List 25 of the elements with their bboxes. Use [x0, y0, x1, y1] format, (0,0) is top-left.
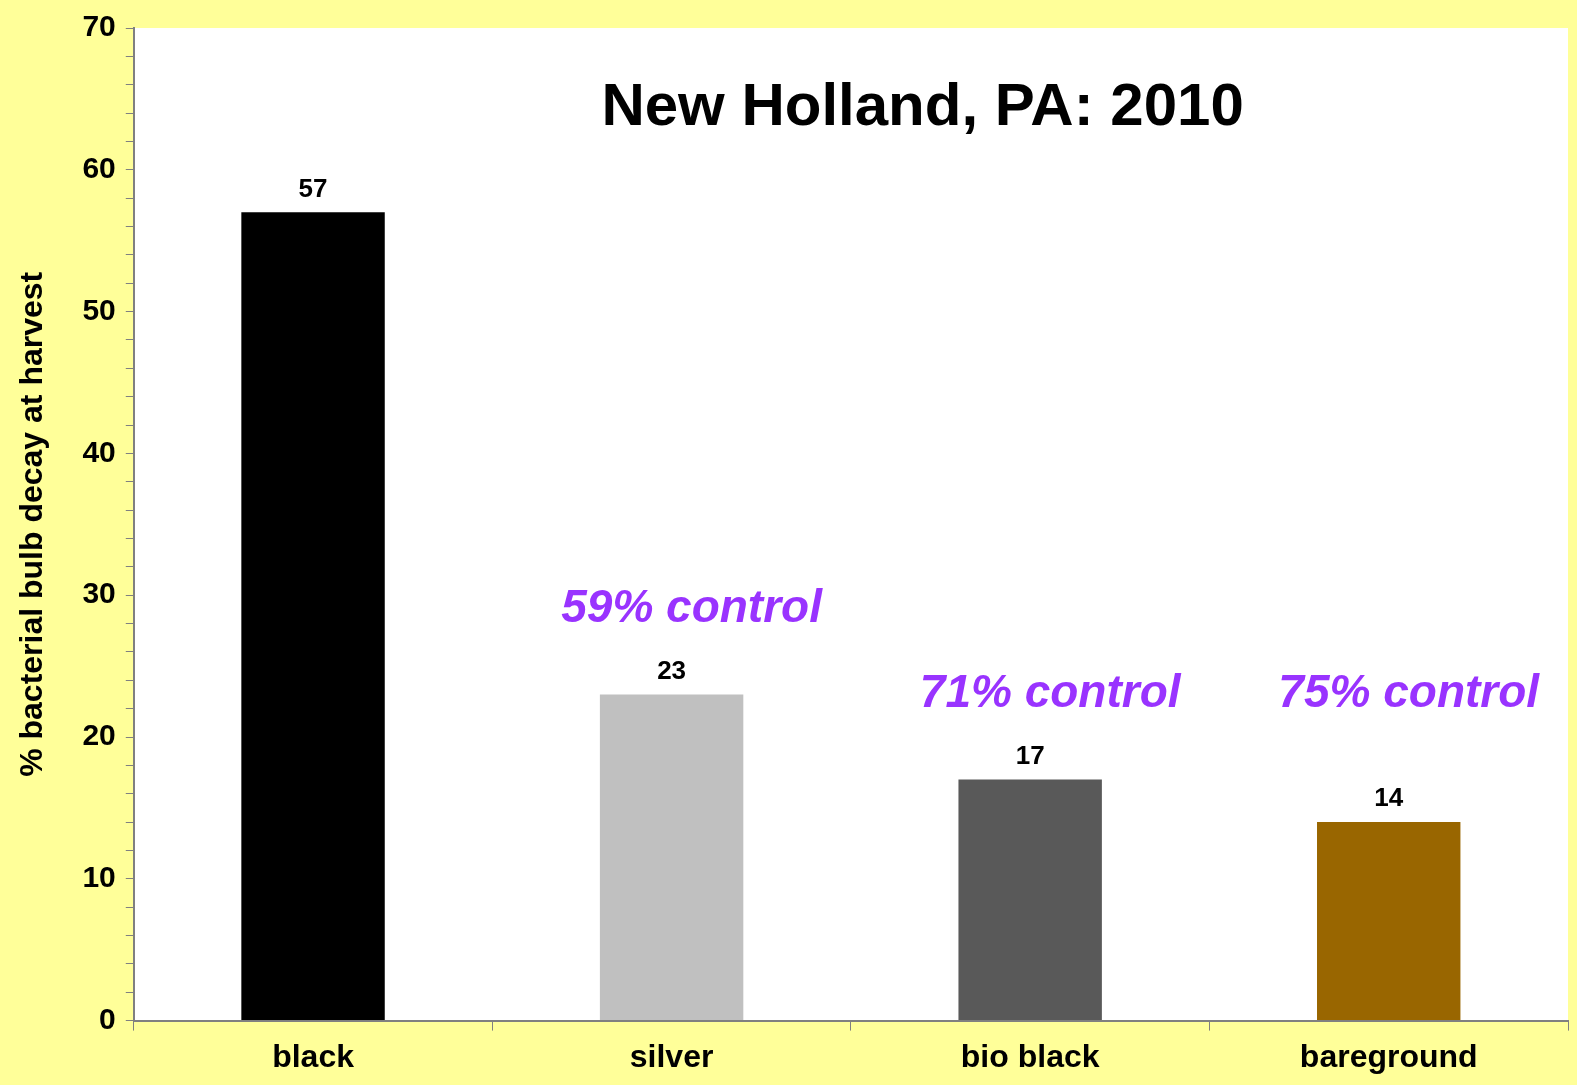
y-tick-label: 20 [82, 718, 116, 752]
y-axis-title: % bacterial bulb decay at harvest [13, 271, 50, 777]
y-tick-label: 30 [82, 576, 116, 610]
annotation: 71% control [919, 665, 1182, 718]
y-tick-label: 60 [82, 151, 116, 185]
data-label: 57 [298, 172, 328, 203]
y-tick-label: 70 [82, 9, 116, 43]
bar [241, 212, 385, 1021]
bar [958, 779, 1102, 1021]
annotation: 75% control [1278, 665, 1541, 718]
x-tick-label: bareground [1299, 1037, 1478, 1074]
data-label: 17 [1015, 739, 1045, 770]
annotation: 59% control [561, 580, 824, 633]
text: New Holland, PA: 2010 [601, 70, 1244, 138]
bar [599, 694, 744, 1021]
y-tick-label: 40 [82, 434, 116, 468]
data-label: 14 [1374, 782, 1404, 813]
y-tick-label: 10 [82, 860, 116, 894]
y-tick-label: 0 [99, 1001, 116, 1035]
x-tick-label: black [272, 1037, 355, 1074]
y-tick-label: 50 [82, 292, 116, 326]
x-tick-label: bio black [960, 1037, 1100, 1074]
bar [1317, 822, 1461, 1021]
x-tick-label: silver [629, 1037, 714, 1074]
data-label: 23 [657, 654, 687, 685]
